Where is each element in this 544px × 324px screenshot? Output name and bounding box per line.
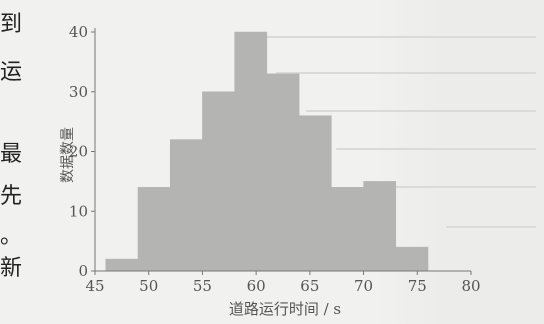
x-tick-label: 50 <box>139 277 158 295</box>
show-through-line <box>276 72 536 74</box>
show-through-line <box>446 226 536 228</box>
histogram-bar <box>234 31 268 272</box>
histogram-bar <box>137 187 171 272</box>
histogram-bar <box>202 91 235 272</box>
y-tick-label: 10 <box>69 202 88 220</box>
y-axis-label: 数据数量 <box>60 127 76 183</box>
x-tick-label: 65 <box>300 277 319 295</box>
histogram-bar <box>395 246 429 272</box>
show-through-line <box>306 110 536 112</box>
axes-group <box>94 28 471 272</box>
histogram-bar <box>169 139 203 272</box>
x-tick-label: 45 <box>85 277 104 295</box>
x-tick-label: 75 <box>408 277 427 295</box>
x-tick-label: 70 <box>354 277 373 295</box>
y-tick-label: 20 <box>69 143 88 161</box>
y-tick-label: 40 <box>69 23 88 41</box>
histogram-bar <box>331 187 364 272</box>
histogram-bar <box>298 115 332 272</box>
x-tick-label: 55 <box>193 277 212 295</box>
y-tick-label: 0 <box>78 262 88 280</box>
histogram-bar <box>105 258 139 272</box>
ticks-group: 45 50 55 60 65 70 75 80 0 10 20 30 40 <box>69 23 481 295</box>
histogram-bar <box>266 73 300 272</box>
x-tick-label: 60 <box>247 277 266 295</box>
y-tick-label: 30 <box>69 83 88 101</box>
x-tick-label: 80 <box>461 277 480 295</box>
histogram-bar <box>363 181 397 272</box>
x-axis-label: 道路运行时间 / s <box>229 300 341 318</box>
show-through-line <box>246 36 536 38</box>
show-through-line <box>376 186 536 188</box>
show-through-line <box>336 148 536 150</box>
bars-group <box>105 31 429 272</box>
